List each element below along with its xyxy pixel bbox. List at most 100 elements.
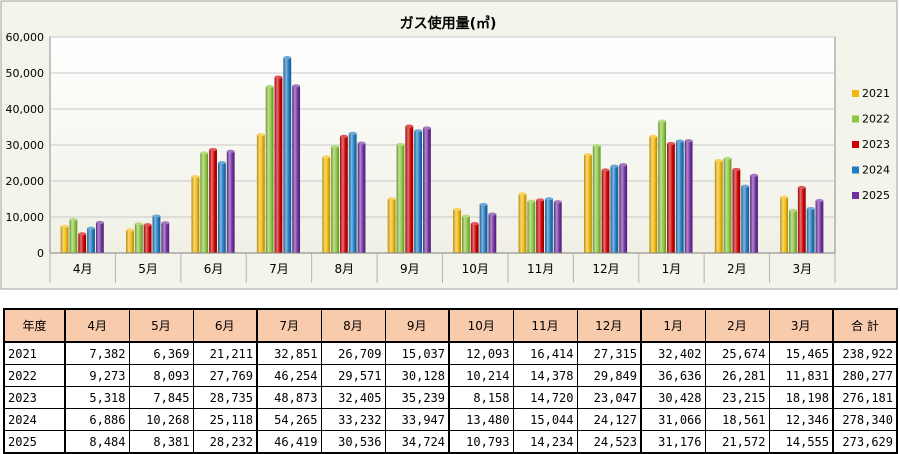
x-tick-label: 4月 xyxy=(73,262,93,276)
bar-cap-2023-11月 xyxy=(536,198,545,202)
bar-cap-2021-12月 xyxy=(583,153,592,157)
table-row: 2022 9,273 8,093 27,769 46,254 29,571 30,128 10… xyxy=(3,364,898,387)
header-apr: 4月 xyxy=(64,308,130,343)
legend-label-2023: 2023 xyxy=(862,138,890,151)
bar-cap-2022-3月 xyxy=(789,208,797,213)
x-tick-label: 11月 xyxy=(527,262,554,276)
year-cell: 2022 xyxy=(3,364,66,387)
bar-2021-11月 xyxy=(518,193,527,253)
value-cell: 23,047 xyxy=(576,386,642,409)
value-cell: 32,405 xyxy=(320,386,386,409)
bar-2025-1月 xyxy=(684,140,693,253)
table-row: 2024 6,886 10,268 25,118 54,265 33,232 33,947 1… xyxy=(3,408,898,431)
bar-cap-2021-2月 xyxy=(714,158,723,163)
bar-cap-2025-7月 xyxy=(292,84,301,88)
value-cell: 21,211 xyxy=(192,341,258,365)
bar-cap-2021-8月 xyxy=(322,155,331,159)
bar-cap-2022-1月 xyxy=(658,119,667,123)
bar-2023-10月 xyxy=(470,223,479,253)
bar-cap-2021-7月 xyxy=(256,133,265,137)
bars xyxy=(60,56,824,254)
legend: 2021 2022 2023 2024 2025 xyxy=(852,87,890,202)
value-cell: 32,402 xyxy=(640,341,706,365)
bar-cap-2024-9月 xyxy=(414,129,423,133)
header-feb: 2月 xyxy=(704,308,770,343)
total-cell: 238,922 xyxy=(832,341,898,365)
value-cell: 48,873 xyxy=(256,386,322,409)
bar-2025-12月 xyxy=(619,164,628,253)
bar-cap-2022-6月 xyxy=(200,151,209,155)
table-row: 2021 7,382 6,369 21,211 32,851 26,709 15,037 12… xyxy=(3,341,898,365)
bar-cap-2023-12月 xyxy=(601,168,610,172)
bar-cap-2023-8月 xyxy=(339,134,348,138)
bar-cap-2024-7月 xyxy=(283,56,292,60)
value-cell: 36,636 xyxy=(640,364,706,387)
bar-2024-1月 xyxy=(675,141,684,253)
header-mar: 3月 xyxy=(768,308,834,343)
value-cell: 33,947 xyxy=(384,408,450,431)
gridlines xyxy=(50,36,835,218)
header-may: 5月 xyxy=(128,308,194,343)
bar-2025-5月 xyxy=(161,222,170,253)
y-tick-label: 20,000 xyxy=(6,175,45,188)
x-tick-label: 1月 xyxy=(662,262,682,276)
bar-2021-4月 xyxy=(60,226,69,253)
table-header-row: 年度 4月 5月 6月 7月 8月 9月 10月 11月 12月 1月 2月 3… xyxy=(3,308,898,343)
table-row: 2023 5,318 7,845 28,735 48,873 32,405 35,239 8,… xyxy=(3,386,898,409)
value-cell: 46,254 xyxy=(256,364,322,387)
value-cell: 13,480 xyxy=(448,408,514,431)
value-cell: 28,232 xyxy=(192,430,258,454)
bar-2022-10月 xyxy=(461,216,470,253)
bar-cap-2021-10月 xyxy=(453,207,461,212)
value-cell: 12,093 xyxy=(448,341,514,365)
bar-2023-8月 xyxy=(339,136,348,253)
bar-2022-1月 xyxy=(658,121,667,253)
bar-2025-8月 xyxy=(357,143,366,253)
x-tick-label: 2月 xyxy=(727,262,747,276)
bar-2021-2月 xyxy=(714,160,723,253)
bar-2025-2月 xyxy=(750,175,758,253)
gas-usage-chart: ガス使用量(㎥) 0 10,000 20,000 30,000 40,000 50,000… xyxy=(0,0,898,290)
value-cell: 33,232 xyxy=(320,408,386,431)
header-year: 年度 xyxy=(3,308,66,343)
value-cell: 24,127 xyxy=(576,408,642,431)
bar-cap-2022-2月 xyxy=(723,156,732,160)
bar-2024-2月 xyxy=(741,186,750,253)
x-tick-label: 7月 xyxy=(269,262,289,276)
value-cell: 18,561 xyxy=(704,408,770,431)
bar-2021-1月 xyxy=(649,136,658,253)
value-cell: 25,118 xyxy=(192,408,258,431)
bar-2025-10月 xyxy=(488,214,497,253)
bar-cap-2022-8月 xyxy=(331,144,339,149)
value-cell: 27,769 xyxy=(192,364,258,387)
value-cell: 8,158 xyxy=(448,386,514,409)
bar-2025-9月 xyxy=(423,127,431,253)
value-cell: 29,849 xyxy=(576,364,642,387)
bar-2024-10月 xyxy=(479,204,488,253)
bar-cap-2021-11月 xyxy=(518,192,527,196)
bar-2022-11月 xyxy=(527,201,536,253)
x-tick-label: 8月 xyxy=(335,262,355,276)
bar-2022-2月 xyxy=(723,158,732,253)
header-total: 合 計 xyxy=(832,308,898,343)
bar-cap-2023-5月 xyxy=(143,223,152,227)
bar-cap-2024-10月 xyxy=(479,202,488,207)
bar-2025-7月 xyxy=(292,85,301,253)
bar-cap-2022-4月 xyxy=(69,218,78,222)
value-cell: 29,571 xyxy=(320,364,386,387)
bar-2025-11月 xyxy=(553,201,562,253)
bar-cap-2025-10月 xyxy=(488,212,497,216)
bar-2023-7月 xyxy=(274,77,283,253)
bar-2024-7月 xyxy=(283,57,292,254)
bar-2023-4月 xyxy=(78,233,87,253)
bar-cap-2025-2月 xyxy=(750,173,758,177)
bar-cap-2025-1月 xyxy=(684,139,693,143)
header-sep: 9月 xyxy=(384,308,450,343)
x-tick-label: 12月 xyxy=(592,262,619,276)
header-oct: 10月 xyxy=(448,308,514,343)
chart-title: ガス使用量(㎥) xyxy=(400,15,497,32)
bar-cap-2021-3月 xyxy=(780,195,789,199)
bar-2023-1月 xyxy=(667,143,675,253)
value-cell: 21,572 xyxy=(704,430,770,454)
bar-cap-2023-6月 xyxy=(209,147,217,152)
